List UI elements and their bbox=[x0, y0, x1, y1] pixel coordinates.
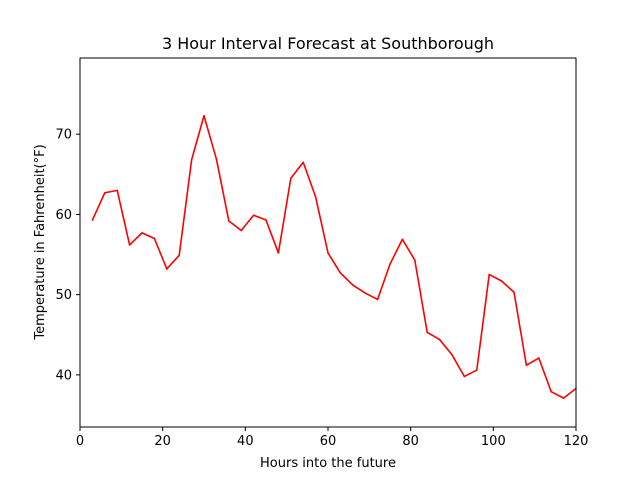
temperature-data-point bbox=[190, 159, 193, 161]
temperature-data-point bbox=[153, 237, 156, 240]
x-tick-label: 0 bbox=[76, 434, 84, 449]
x-tick-label: 40 bbox=[237, 434, 254, 449]
temperature-data-point bbox=[476, 369, 478, 371]
temperature-data-point bbox=[414, 259, 416, 261]
y-tick-label: 40 bbox=[55, 368, 72, 383]
x-tick-label: 20 bbox=[154, 434, 171, 449]
temperature-data-point bbox=[116, 189, 118, 192]
temperature-data-point bbox=[550, 390, 552, 393]
temperature-data-point bbox=[91, 219, 94, 221]
temperature-data-point bbox=[277, 252, 280, 254]
temperature-data-point bbox=[290, 177, 292, 180]
temperature-data-point bbox=[376, 298, 379, 301]
y-tick-label: 60 bbox=[55, 208, 72, 223]
temperature-data-point bbox=[128, 244, 131, 246]
temperature-data-point bbox=[389, 263, 391, 265]
temperature-data-point bbox=[178, 254, 180, 257]
x-axis-label: Hours into the future bbox=[260, 456, 396, 471]
y-axis-label: Temperature in Fahrenheit(°F) bbox=[33, 144, 48, 340]
x-tick-label: 80 bbox=[402, 434, 419, 449]
temperature-data-point bbox=[525, 364, 528, 367]
temperature-data-point bbox=[314, 195, 317, 198]
chart-title: 3 Hour Interval Forecast at Southborough bbox=[162, 34, 494, 53]
temperature-data-point bbox=[364, 292, 367, 294]
temperature-series-line bbox=[91, 114, 577, 399]
x-tick-label: 100 bbox=[481, 434, 506, 449]
temperature-data-point bbox=[352, 284, 354, 286]
temperature-data-point bbox=[438, 338, 441, 341]
temperature-data-point bbox=[426, 331, 429, 334]
temperature-data-point bbox=[215, 158, 218, 160]
temperature-data-point bbox=[327, 252, 329, 254]
temperature-data-point bbox=[203, 114, 205, 117]
y-tick-label: 70 bbox=[55, 128, 72, 143]
y-tick-label: 50 bbox=[55, 288, 72, 303]
temperature-data-point bbox=[252, 214, 255, 217]
temperature-data-point bbox=[166, 268, 168, 270]
temperature-data-point bbox=[141, 232, 143, 234]
temperature-data-point bbox=[463, 375, 466, 378]
temperature-data-point bbox=[401, 238, 404, 241]
x-tick-label: 120 bbox=[564, 434, 589, 449]
x-axis-ticks: 0 20 40 60 80 100 120 bbox=[76, 427, 589, 449]
temperature-data-point bbox=[339, 272, 342, 274]
temperature-data-point bbox=[240, 229, 242, 232]
temperature-data-point bbox=[302, 161, 305, 164]
temperature-data-point bbox=[488, 273, 491, 276]
temperature-data-point bbox=[265, 219, 267, 221]
x-tick-label: 60 bbox=[320, 434, 337, 449]
temperature-data-point bbox=[500, 280, 503, 282]
plot-line-layer bbox=[91, 114, 577, 399]
temperature-data-point bbox=[513, 291, 515, 294]
temperature-data-point bbox=[104, 191, 106, 194]
temperature-data-point bbox=[451, 354, 453, 356]
temperature-data-point bbox=[562, 397, 565, 399]
temperature-data-point bbox=[538, 357, 540, 359]
y-axis-ticks: 40 50 60 70 bbox=[55, 128, 80, 383]
temperature-data-point bbox=[228, 220, 230, 222]
